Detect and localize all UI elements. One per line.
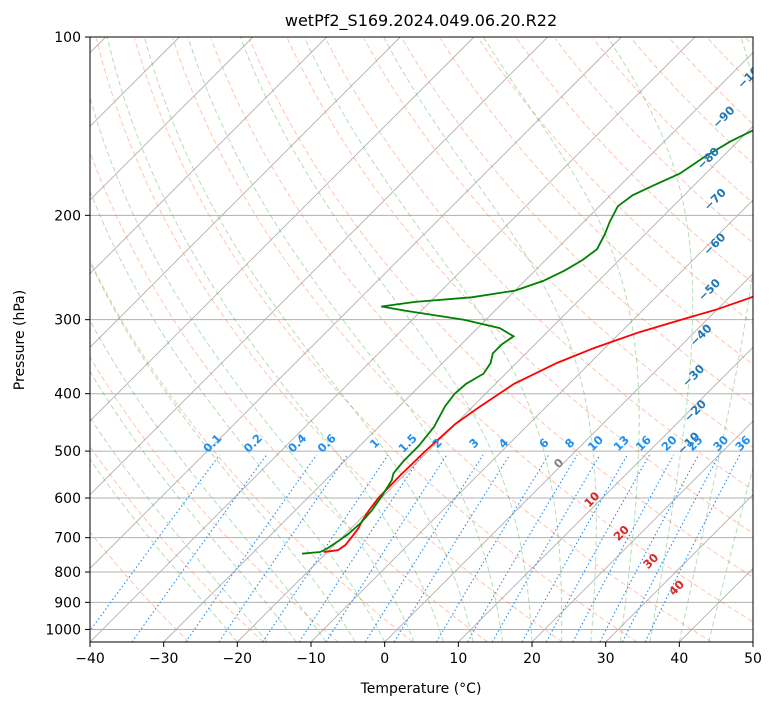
mixing-ratio-line (467, 454, 578, 642)
moist-adiabat-line (187, 37, 503, 642)
moist-adiabat-line (303, 37, 563, 642)
isotherm-gridline (90, 37, 475, 422)
dewpoint-line (302, 129, 753, 555)
dry-adiabat-line (287, 38, 753, 534)
x-tick-label: 0 (380, 651, 389, 667)
isotherm-gridline (384, 273, 753, 642)
isotherm-gridline (90, 37, 622, 569)
isotherm-gridline (90, 37, 696, 642)
mixing-ratio-line (262, 454, 389, 642)
x-tick-label: 30 (597, 651, 615, 667)
x-tick-label: −40 (75, 651, 105, 667)
mixing-ratio-line (644, 454, 741, 642)
plot-frame (89, 36, 754, 643)
moist-adiabat-line (90, 458, 238, 642)
isotherm-gridline (458, 346, 753, 642)
dry-adiabat-line (248, 38, 753, 578)
moist-adiabat-line (90, 319, 327, 642)
dry-adiabat-line (210, 38, 753, 623)
mixing-ratio-line (364, 454, 484, 642)
moist-adiabat-line (90, 416, 268, 642)
x-tick-label: −30 (149, 651, 179, 667)
mixing-ratio-line (218, 454, 348, 642)
dry-adiabat-line (95, 38, 563, 642)
dry-adiabat-line (325, 38, 753, 491)
moist-adiabat-line (90, 189, 386, 642)
y-axis-label: Pressure (hPa) (12, 290, 28, 390)
moist-adiabat-line (482, 37, 640, 642)
x-tick-label: −10 (296, 651, 326, 667)
y-tick-label: 700 (54, 531, 81, 547)
moist-adiabat-line (678, 37, 753, 642)
dry-adiabat-line (592, 38, 753, 204)
x-tick-label: 40 (670, 651, 688, 667)
dry-adiabat-line (478, 38, 753, 325)
dry-adiabat-line (439, 38, 753, 366)
mixing-ratio-line (90, 454, 221, 632)
x-tick-label: 10 (449, 651, 467, 667)
mixing-ratio-line (393, 454, 511, 642)
y-axis-ticks: 100 200 300 400 500 600 700 800 900 1000 (45, 30, 90, 638)
dry-adiabat-line (90, 150, 488, 642)
y-tick-label: 300 (54, 313, 81, 329)
mixing-ratio-line (325, 454, 448, 642)
mixing-ratio-line (599, 454, 699, 642)
mixing-ratio-line (435, 454, 550, 642)
data-lines (302, 129, 753, 555)
mixing-ratio-line (298, 454, 423, 642)
plot-area: −100−90−80−70−60−50−40−30−20−100.1 0.2 0.4… (90, 37, 753, 642)
x-tick-label: 50 (744, 651, 762, 667)
dry-adiabat-line (90, 356, 339, 642)
y-tick-label: 800 (54, 565, 81, 581)
isotherm-gridline (531, 420, 753, 642)
chart-title: wetPf2_S169.2024.049.06.20.R22 (285, 11, 557, 31)
y-tick-label: 1000 (45, 622, 81, 638)
background-lines (90, 37, 753, 642)
temperature-line (323, 295, 753, 553)
isotherm-gridline (90, 37, 401, 348)
isotherm-gridline (90, 37, 254, 201)
mixing-ratio-line (572, 454, 675, 642)
dry-adiabat-line (90, 259, 414, 642)
mixing-ratio-line (621, 454, 720, 642)
dry-adiabat-line (134, 38, 638, 642)
y-tick-label: 500 (54, 444, 81, 460)
moist-adiabat-line (143, 37, 474, 642)
y-tick-label: 600 (54, 491, 81, 507)
isotherm-gridline (163, 52, 753, 642)
dry-adiabat-line (516, 38, 753, 284)
x-tick-label: 20 (523, 651, 541, 667)
moist-adiabat-line (106, 37, 445, 642)
moist-adiabat-line (607, 37, 694, 642)
x-axis-label: Temperature (°C) (360, 681, 482, 697)
x-axis-ticks: −40 −30 −20 −10 0 10 20 30 40 50 (75, 642, 762, 667)
isotherm-gridline (310, 199, 753, 642)
moist-adiabat-line (239, 37, 533, 642)
y-tick-label: 900 (54, 595, 81, 611)
y-tick-label: 200 (54, 208, 81, 224)
y-tick-label: 400 (54, 387, 81, 403)
y-tick-label: 100 (54, 30, 81, 46)
moist-adiabat-line (708, 466, 753, 642)
isotherm-gridline (90, 37, 327, 275)
isotherm-gridline (90, 37, 548, 496)
x-tick-label: −20 (223, 651, 253, 667)
dry-adiabat-line (401, 38, 753, 407)
dry-adiabat-line (172, 38, 712, 642)
isotherm-gridline (605, 494, 753, 642)
moist-adiabat-line (90, 260, 356, 642)
